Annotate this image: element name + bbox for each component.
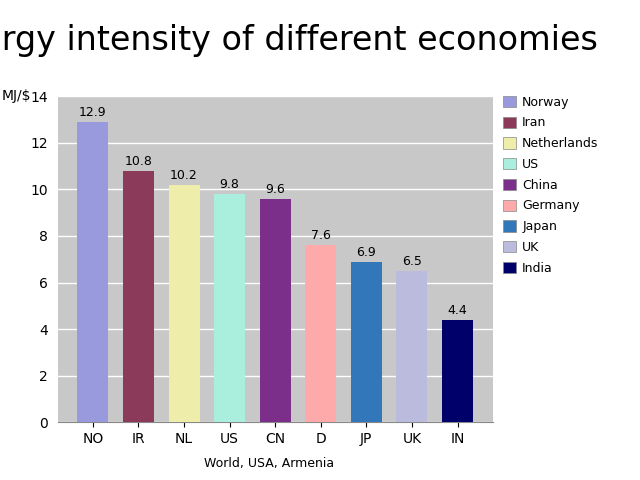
Text: 7.6: 7.6 (311, 229, 331, 242)
Legend: Norway, Iran, Netherlands, US, China, Germany, Japan, UK, India: Norway, Iran, Netherlands, US, China, Ge… (504, 96, 598, 275)
Text: 6.9: 6.9 (356, 246, 376, 259)
Bar (168, 185, 200, 422)
Text: 6.5: 6.5 (402, 255, 422, 268)
Text: 4.4: 4.4 (447, 304, 467, 317)
Text: 9.8: 9.8 (220, 178, 239, 191)
Bar (396, 271, 428, 422)
Text: 10.2: 10.2 (170, 169, 198, 182)
Bar (260, 199, 291, 422)
Text: Energy intensity of different economies: Energy intensity of different economies (0, 24, 598, 57)
Text: 9.6: 9.6 (266, 183, 285, 196)
Bar (123, 170, 154, 422)
Text: World, USA, Armenia: World, USA, Armenia (204, 457, 334, 470)
Text: 12.9: 12.9 (79, 106, 107, 119)
Bar (77, 121, 108, 422)
Y-axis label: MJ/$: MJ/$ (2, 89, 31, 104)
Bar (214, 194, 245, 422)
Bar (442, 320, 473, 422)
Text: 10.8: 10.8 (125, 155, 152, 168)
Bar (305, 245, 336, 422)
Bar (351, 262, 382, 422)
